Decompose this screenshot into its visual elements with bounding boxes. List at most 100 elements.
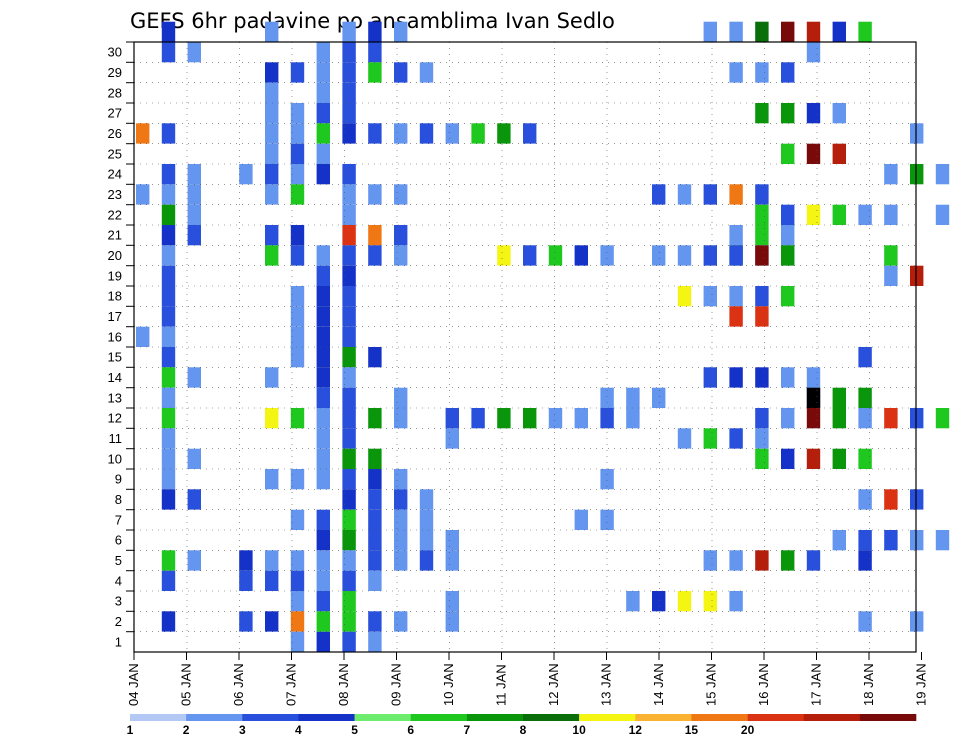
y-tick-label: 9 [115,472,122,487]
heatmap-cell [755,286,769,307]
heatmap-cell [161,184,176,205]
heatmap-cell [703,245,717,266]
heatmap-cell [161,611,176,632]
heatmap-cell [394,550,408,571]
heatmap-cell [290,326,305,347]
heatmap-cell [419,530,434,551]
heatmap-cell [342,489,356,510]
heatmap-cell [239,164,253,185]
heatmap-cell [161,367,176,388]
heatmap-cell [497,408,511,429]
heatmap-cell [368,184,382,205]
colorbar-label: 15 [685,723,699,737]
heatmap-cell [858,489,872,510]
heatmap-cell [368,611,382,632]
heatmap-cell [729,591,743,612]
heatmap-cell [806,42,821,63]
heatmap-cell [316,428,330,449]
heatmap-cell [755,306,769,327]
heatmap-cell [136,184,150,205]
heatmap-cell [316,265,330,286]
heatmap-cell [342,184,356,205]
heatmap-cell [316,143,330,164]
heatmap-cell [290,123,305,144]
x-tick-label: 19 JAN [914,663,929,706]
y-tick-label: 20 [108,248,122,263]
heatmap-cell [858,408,872,429]
heatmap-cell [832,21,846,42]
x-tick-label: 07 JAN [284,663,299,706]
y-tick-label: 7 [115,512,122,527]
heatmap-cell [161,164,176,185]
y-tick-label: 14 [108,370,122,385]
heatmap-cell [703,550,717,571]
heatmap-cell [548,245,563,266]
heatmap-cell [316,62,330,83]
heatmap-cell [161,408,176,429]
heatmap-cell [394,245,408,266]
heatmap-cell [910,123,924,144]
heatmap-cell [239,550,253,571]
heatmap-cell [445,123,459,144]
heatmap-cell [781,103,795,124]
heatmap-cell [781,143,795,164]
heatmap-cell [342,21,356,42]
heatmap-cell [729,306,743,327]
heatmap-cell [290,143,305,164]
heatmap-cell [600,408,614,429]
heatmap-cell [290,550,305,571]
heatmap-cell [368,489,382,510]
heatmap-cell [677,245,692,266]
heatmap-cell [394,611,408,632]
y-tick-label: 12 [108,411,122,426]
heatmap-cell [342,530,356,551]
heatmap-cell [342,428,356,449]
heatmap-cell [806,550,821,571]
x-tick-label: 13 JAN [599,663,614,706]
heatmap-cell [445,530,459,551]
colorbar-swatch [186,714,243,721]
heatmap-cell [781,286,795,307]
heatmap-cell [703,428,717,449]
heatmap-cell [729,184,743,205]
heatmap-cell [910,489,924,510]
heatmap-cell [290,164,305,185]
heatmap-cell [677,184,692,205]
heatmap-cell [858,204,872,225]
heatmap-cell [265,62,279,83]
y-tick-label: 13 [108,390,122,405]
heatmap-cell [884,408,898,429]
heatmap-cell [265,245,279,266]
heatmap-cell [884,489,898,510]
heatmap-cell [574,509,588,530]
heatmap-cell [265,123,279,144]
heatmap-cell [265,611,279,632]
y-tick-label: 23 [108,187,122,202]
y-tick-label: 27 [108,106,122,121]
heatmap-cell [316,286,330,307]
heatmap-cell [342,408,356,429]
heatmap-cell [342,82,356,103]
heatmap-cell [626,408,640,429]
heatmap-cell [806,204,821,225]
heatmap-cell [755,62,769,83]
x-tick-label: 18 JAN [861,663,876,706]
y-tick-label: 19 [108,268,122,283]
heatmap-cell [755,225,769,246]
heatmap-cell [419,509,434,530]
heatmap-cell [342,42,356,63]
heatmap-cell [368,570,382,591]
heatmap-cell [342,123,356,144]
heatmap-cell [858,611,872,632]
heatmap-cell [858,21,872,42]
heatmap-cell [290,509,305,530]
heatmap-cell [161,570,176,591]
heatmap-cell [161,123,176,144]
colorbar-label: 2 [183,723,190,737]
heatmap-cell [394,489,408,510]
heatmap-cell [342,448,356,469]
heatmap-cell [832,103,846,124]
heatmap-cell [342,550,356,571]
colorbar-swatch [635,714,692,721]
y-axis: 1234567891011121314151617181920212223242… [108,41,134,649]
